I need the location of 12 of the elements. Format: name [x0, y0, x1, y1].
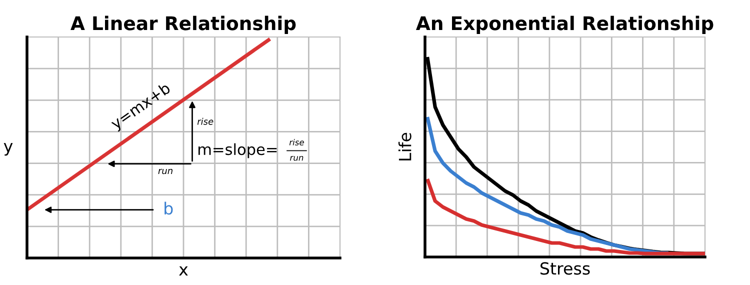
annotation: m=slope= — [198, 143, 277, 158]
annotation: run — [158, 168, 172, 174]
annotation: rise — [197, 118, 214, 125]
y-axis-title: Life — [398, 132, 412, 160]
annotation: run — [290, 156, 304, 161]
y-axis-title: y — [4, 142, 13, 156]
annotation: b — [164, 202, 173, 215]
chart-title: An Exponential Relationship — [416, 16, 714, 34]
chart-title: A Linear Relationship — [70, 16, 296, 34]
x-axis-title: Stress — [540, 262, 590, 275]
annotation: rise — [289, 138, 304, 146]
x-axis-title: x — [179, 266, 188, 276]
